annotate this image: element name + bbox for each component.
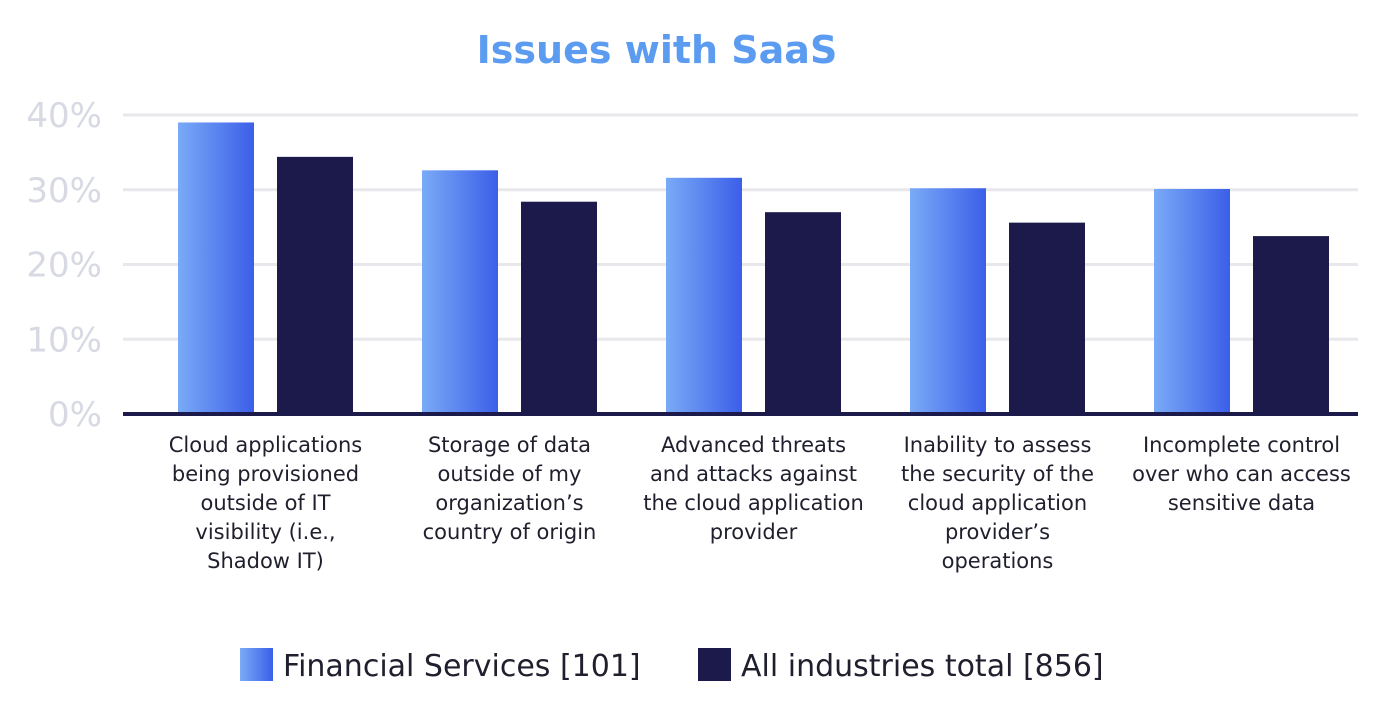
category-label-line: Inability to assess bbox=[904, 433, 1092, 457]
bar-series-1-category-1 bbox=[178, 122, 254, 414]
category-label-line: country of origin bbox=[423, 520, 597, 544]
bar-series-1-category-2 bbox=[422, 170, 498, 414]
category-label: Incomplete control over who can access sen… bbox=[1132, 433, 1351, 515]
legend-swatch bbox=[698, 648, 731, 681]
category-label-line: outside of my bbox=[438, 462, 582, 486]
chart-title: Issues with SaaS bbox=[477, 28, 838, 72]
category-label-line: the cloud application bbox=[643, 491, 864, 515]
category-label-line: visibility (i.e., bbox=[195, 520, 335, 544]
category-label-line: and attacks against bbox=[650, 462, 857, 486]
bar-series-1-category-4 bbox=[910, 188, 986, 414]
legend-label: Financial Services [101] bbox=[283, 649, 641, 684]
category-label: Cloud applications being provisioned outsi… bbox=[169, 433, 362, 573]
category-label-line: sensitive data bbox=[1168, 491, 1315, 515]
category-label: Advanced threats and attacks against the c… bbox=[643, 433, 864, 544]
category-label-line: Incomplete control bbox=[1143, 433, 1340, 457]
category-label-line: Shadow IT) bbox=[207, 549, 324, 573]
y-tick-label: 0% bbox=[48, 395, 102, 435]
bars bbox=[178, 122, 1329, 415]
legend-label: All industries total [856] bbox=[741, 649, 1104, 684]
category-label-line: provider’s bbox=[945, 520, 1050, 544]
x-axis-categories: Cloud applications being provisioned outsi… bbox=[169, 433, 1351, 573]
category-label-line: Cloud applications bbox=[169, 433, 362, 457]
bar-series-2-category-5 bbox=[1253, 236, 1329, 414]
category-label-line: operations bbox=[942, 549, 1054, 573]
category-label-line: organization’s bbox=[435, 491, 583, 515]
bar-series-2-category-3 bbox=[765, 212, 841, 414]
bar-series-2-category-2 bbox=[521, 201, 597, 414]
category-label-line: Storage of data bbox=[428, 433, 591, 457]
category-label-line: Advanced threats bbox=[661, 433, 846, 457]
bar-series-1-category-3 bbox=[666, 177, 742, 414]
y-tick-label: 10% bbox=[26, 320, 102, 360]
bar-series-2-category-4 bbox=[1009, 222, 1085, 414]
category-label-line: outside of IT bbox=[200, 491, 330, 515]
y-tick-label: 20% bbox=[26, 246, 102, 286]
y-axis-ticks: 0% 10% 20% 30% 40% bbox=[26, 96, 102, 435]
category-label-line: cloud application bbox=[908, 491, 1087, 515]
category-label-line: the security of the bbox=[901, 462, 1094, 486]
category-label-line: being provisioned bbox=[172, 462, 359, 486]
category-label-line: over who can access bbox=[1132, 462, 1351, 486]
y-tick-label: 30% bbox=[26, 171, 102, 211]
category-label: Storage of data outside of my organization… bbox=[423, 433, 597, 544]
category-label: Inability to assess the security of the cl… bbox=[901, 433, 1094, 573]
legend: Financial Services [101] All industries t… bbox=[240, 648, 1104, 684]
bar-series-1-category-5 bbox=[1154, 189, 1230, 414]
legend-swatch bbox=[240, 648, 273, 681]
y-tick-label: 40% bbox=[26, 96, 102, 136]
bar-series-2-category-1 bbox=[277, 156, 353, 415]
category-label-line: provider bbox=[710, 520, 798, 544]
